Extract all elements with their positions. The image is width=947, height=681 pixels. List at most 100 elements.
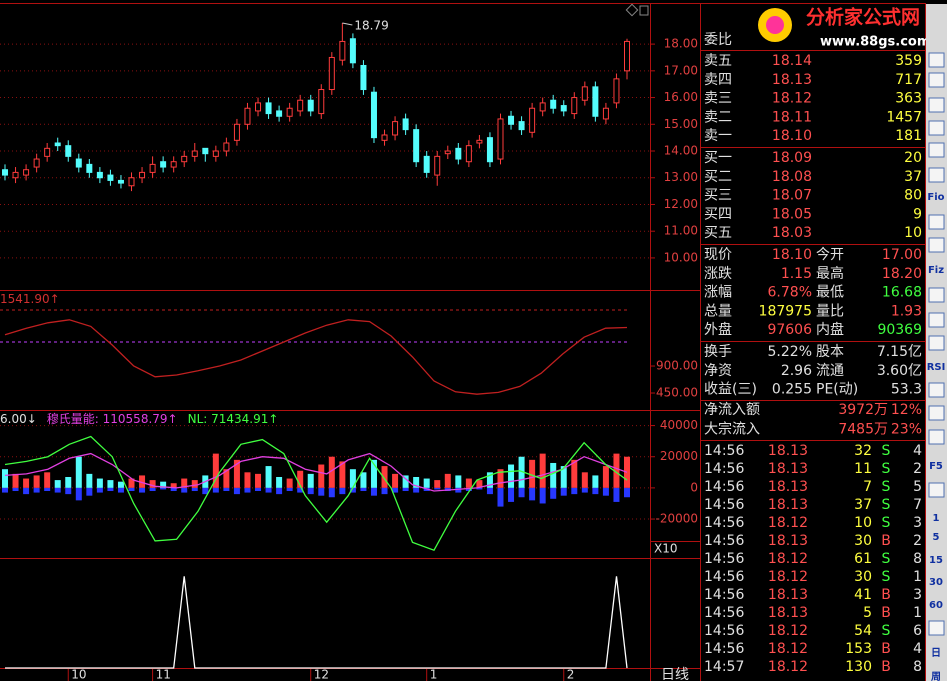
candle-body <box>244 107 251 125</box>
volume-bar <box>233 459 240 488</box>
toolbar-button[interactable]: 30 <box>929 577 943 588</box>
volume-bar <box>233 487 240 495</box>
stat-label: 今开 <box>816 247 844 263</box>
toolbar-button[interactable]: 1 <box>933 513 940 524</box>
toolbar-button[interactable]: Fiz <box>928 265 944 276</box>
stat-label: 涨幅 <box>704 285 732 301</box>
trade-side: S <box>882 623 891 639</box>
legend-entry: 穆氏量能: 110558.79↑ <box>47 411 178 426</box>
frame <box>0 3 926 681</box>
trade-side: S <box>882 461 891 477</box>
trade-price: 18.13 <box>768 497 808 513</box>
volume-bar <box>128 478 135 488</box>
volume-bar <box>23 487 30 495</box>
trade-volume: 30 <box>854 569 872 585</box>
toolbar-icon[interactable] <box>928 214 945 230</box>
trade-volume: 61 <box>854 551 872 567</box>
trade-price: 18.12 <box>768 623 808 639</box>
candle-body <box>571 97 578 115</box>
volume-bar <box>602 487 609 496</box>
toolbar-icon[interactable] <box>928 312 945 328</box>
toolbar-icon[interactable] <box>928 72 945 88</box>
stat-value: 17.00 <box>882 247 922 263</box>
toolbar-button[interactable]: RSI <box>927 362 946 373</box>
trade-count: 8 <box>913 659 922 675</box>
candle-body <box>360 64 367 91</box>
toolbar-icon[interactable] <box>928 52 945 68</box>
period-label[interactable]: 日线 <box>661 667 689 681</box>
toolbar-icon[interactable] <box>928 167 945 183</box>
volume-bar <box>539 487 546 504</box>
book-volume: 1457 <box>886 109 922 125</box>
volume-bar <box>497 469 504 488</box>
book-volume: 359 <box>895 53 922 69</box>
stat-label: 外盘 <box>704 321 732 338</box>
candle-body <box>497 118 504 160</box>
toolbar-icon[interactable] <box>928 97 945 113</box>
trade-time: 14:56 <box>704 497 744 513</box>
panel-icon[interactable] <box>639 5 649 16</box>
toolbar-button[interactable]: F5 <box>929 461 943 472</box>
book-price: 18.14 <box>772 53 812 69</box>
panel-icon[interactable] <box>625 3 639 17</box>
trade-time: 14:56 <box>704 479 744 495</box>
volume-bar <box>550 487 557 499</box>
volume-bar <box>96 487 103 493</box>
toolbar-icon[interactable] <box>928 142 945 158</box>
toolbar-icon[interactable] <box>928 382 945 398</box>
toolbar-icon[interactable] <box>928 482 945 498</box>
volume-bar <box>392 487 399 493</box>
toolbar-button[interactable]: Fio <box>927 192 944 203</box>
trade-price: 18.12 <box>768 551 808 567</box>
legend-entry: 6.00↓ <box>0 412 37 426</box>
toolbar-button[interactable]: 5 <box>933 532 940 543</box>
volume-bar <box>455 487 462 493</box>
finance-label: 收益(三) <box>704 382 757 398</box>
candle-body <box>328 56 335 91</box>
trade-side: S <box>882 479 891 495</box>
stat-value: 97606 <box>767 322 812 338</box>
volume-bar <box>529 459 536 488</box>
candle-body <box>529 107 536 133</box>
toolbar-icon[interactable] <box>928 335 945 351</box>
candle-body <box>560 105 567 112</box>
volume-bar <box>613 453 620 488</box>
volume-bar <box>86 487 93 496</box>
indicator-line <box>4 452 628 492</box>
toolbar-icon[interactable] <box>928 405 945 421</box>
book-price: 18.13 <box>772 72 812 88</box>
volume-bar <box>560 466 567 488</box>
stat-label: 涨跌 <box>704 266 732 282</box>
toolbar-button[interactable]: 15 <box>929 555 943 566</box>
candle-body <box>75 158 82 168</box>
toolbar-icon[interactable] <box>928 620 945 636</box>
volume-bar <box>107 487 114 492</box>
toolbar-button[interactable]: 周 <box>931 671 941 681</box>
toolbar-icon[interactable] <box>928 429 945 445</box>
candle-body <box>286 107 293 117</box>
candle-body <box>170 161 177 168</box>
candle-body <box>539 102 546 112</box>
volume-bar <box>307 487 314 495</box>
trade-count: 1 <box>913 569 922 585</box>
book-volume: 9 <box>913 206 922 222</box>
toolbar-icon[interactable] <box>928 237 945 253</box>
toolbar-button[interactable]: 60 <box>929 600 943 611</box>
volume-bar <box>160 487 167 490</box>
flow-value: 3972万 <box>838 402 888 418</box>
volume-bar <box>244 472 251 488</box>
y-tick-label: 900.00 <box>656 359 698 373</box>
trade-side: B <box>881 659 891 675</box>
logo-title: 分析家公式网 <box>806 6 920 29</box>
toolbar-icon[interactable] <box>928 287 945 303</box>
toolbar-icon[interactable] <box>928 120 945 136</box>
volume-bar <box>307 473 314 488</box>
candle-body <box>581 86 588 101</box>
toolbar-button[interactable]: 日 <box>931 647 941 659</box>
book-label: 买一 <box>704 150 732 166</box>
book-price: 18.05 <box>772 206 812 222</box>
candle-body <box>518 121 525 131</box>
signal-line <box>5 576 628 669</box>
y-tick-label: 15.00 <box>664 117 698 131</box>
volume-bar <box>117 487 124 493</box>
